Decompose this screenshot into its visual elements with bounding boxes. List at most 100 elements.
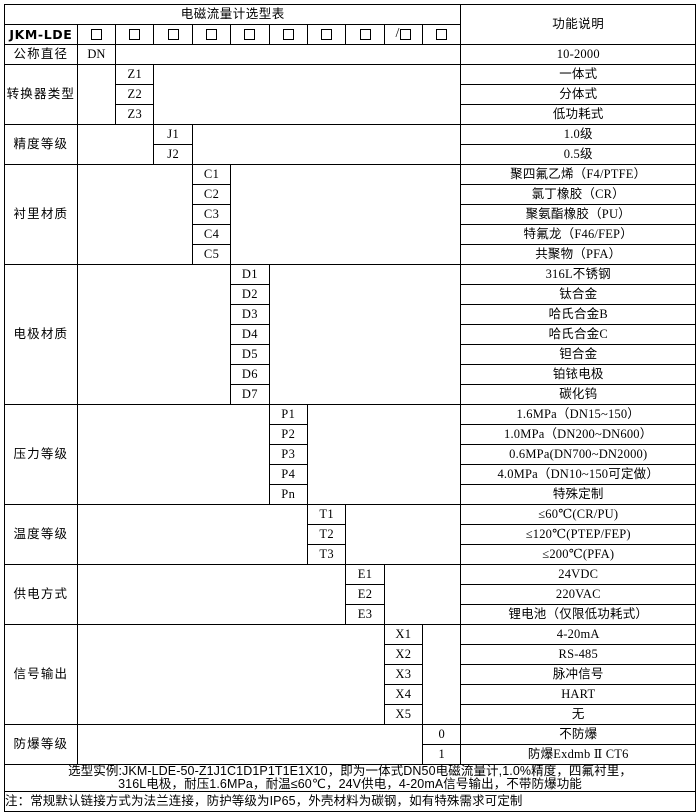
- checkbox-icon: [167, 29, 179, 41]
- checkbox-icon: [282, 29, 294, 41]
- model-checkbox-7[interactable]: [306, 24, 347, 45]
- option-code[interactable]: D7: [230, 384, 270, 405]
- checkbox-icon: [400, 29, 412, 40]
- blank-right-6: [345, 504, 462, 565]
- option-description: 哈氏合金C: [460, 324, 696, 345]
- option-code[interactable]: P4: [268, 464, 308, 485]
- option-code[interactable]: E3: [345, 604, 385, 625]
- option-description: ≤200℃(PFA): [460, 544, 696, 565]
- option-code[interactable]: X5: [383, 704, 424, 725]
- option-code[interactable]: D5: [230, 344, 270, 365]
- option-code[interactable]: D6: [230, 364, 270, 385]
- model-checkbox-8[interactable]: [345, 24, 385, 45]
- table-row: D2 钛合金: [5, 284, 696, 305]
- option-description: 无: [460, 704, 696, 725]
- note-row: 注：常规默认链接方式为法兰连接，防护等级为IP65，外壳材料为碳钢，如有特殊需求…: [4, 791, 696, 812]
- table-row: C2 氯丁橡胶（CR）: [5, 184, 696, 205]
- option-description: 氯丁橡胶（CR）: [460, 184, 696, 205]
- option-description: RS-485: [460, 644, 696, 665]
- model-checkbox-4[interactable]: [191, 24, 232, 45]
- model-checkbox-10[interactable]: [422, 24, 462, 45]
- option-code[interactable]: D3: [230, 304, 270, 325]
- checkbox-icon: [90, 29, 102, 41]
- table-title-row: 电磁流量计选型表 功能说明: [3, 4, 696, 45]
- table-row: D5 钽合金: [5, 344, 696, 365]
- blank-left-2: [76, 124, 155, 165]
- model-checkbox-1[interactable]: [76, 24, 117, 45]
- option-description: 特殊定制: [460, 484, 696, 505]
- blank-left-6: [76, 504, 308, 565]
- option-description: 24VDC: [460, 564, 696, 585]
- model-checkbox-6[interactable]: [268, 24, 308, 45]
- model-checkbox-9[interactable]: /: [383, 24, 424, 45]
- group-label-3: 衬里材质: [4, 164, 78, 265]
- option-code[interactable]: D4: [230, 324, 270, 345]
- option-code[interactable]: P2: [268, 424, 308, 445]
- option-code[interactable]: DN: [76, 44, 117, 65]
- group-label-7: 供电方式: [4, 564, 78, 625]
- option-code[interactable]: T3: [306, 544, 347, 565]
- option-code[interactable]: C5: [191, 244, 232, 265]
- table-row: X5 无: [5, 704, 696, 725]
- option-code[interactable]: 0: [422, 724, 462, 745]
- model-checkbox-2[interactable]: [115, 24, 155, 45]
- option-code[interactable]: Pn: [268, 484, 308, 505]
- checkbox-icon: [244, 29, 256, 41]
- table-row: 防爆等级 0 不防爆: [4, 724, 696, 765]
- option-description: 10-2000: [460, 44, 696, 65]
- option-code[interactable]: X1: [383, 624, 424, 645]
- table-row: 转换器类型 Z1 一体式: [4, 64, 696, 125]
- checkbox-icon: [206, 29, 218, 41]
- model-checkbox-3[interactable]: [153, 24, 193, 45]
- option-description: 防爆Exdmb Ⅱ CT6: [460, 744, 696, 765]
- option-code[interactable]: P3: [268, 444, 308, 465]
- blank-right-1: [153, 64, 462, 125]
- option-description: 特氟龙（F46/FEP）: [460, 224, 696, 245]
- option-description: 哈氏合金B: [460, 304, 696, 325]
- model-checkbox-5[interactable]: [230, 24, 270, 45]
- option-code[interactable]: C2: [191, 184, 232, 205]
- option-code[interactable]: X3: [383, 664, 424, 685]
- blank-right-3: [230, 164, 462, 265]
- option-code[interactable]: T2: [306, 524, 347, 545]
- group-label-6: 温度等级: [4, 504, 78, 565]
- table-row: 公称直径 DN 10-2000: [4, 44, 696, 65]
- option-description: 220VAC: [460, 584, 696, 605]
- option-code[interactable]: X2: [383, 644, 424, 665]
- blank-left-9: [76, 724, 424, 765]
- spec-table: 电磁流量计选型表 功能说明 JKM-LDE / 公称直径 DN 10-2000 转换器…: [3, 4, 696, 812]
- checkbox-icon: [359, 29, 371, 41]
- option-code[interactable]: P1: [268, 404, 308, 425]
- table-row: 衬里材质 C1 聚四氟乙烯（F4/PTFE）: [4, 164, 696, 265]
- page-title: 电磁流量计选型表: [3, 4, 462, 25]
- table-row: D4 哈氏合金C: [5, 324, 696, 345]
- option-description: ≤120℃(PTEP/FEP): [460, 524, 696, 545]
- blank-right-5: [306, 404, 462, 505]
- option-code[interactable]: Z2: [115, 84, 155, 105]
- option-description: 钽合金: [460, 344, 696, 365]
- group-label-1: 转换器类型: [4, 64, 78, 125]
- option-code[interactable]: C3: [191, 204, 232, 225]
- option-description: 钛合金: [460, 284, 696, 305]
- option-code[interactable]: E1: [345, 564, 385, 585]
- option-code[interactable]: X4: [383, 684, 424, 705]
- spec-table-body: 电磁流量计选型表 功能说明 JKM-LDE / 公称直径 DN 10-2000 转换器…: [3, 4, 696, 812]
- group-label-4: 电极材质: [4, 264, 78, 405]
- option-code[interactable]: T1: [306, 504, 347, 525]
- option-code[interactable]: C4: [191, 224, 232, 245]
- option-code[interactable]: 1: [422, 744, 462, 765]
- option-description: 铂铱电极: [460, 364, 696, 385]
- option-code[interactable]: D2: [230, 284, 270, 305]
- option-description: 4-20mA: [460, 624, 696, 645]
- option-code[interactable]: J2: [153, 144, 193, 165]
- option-code[interactable]: Z1: [115, 64, 155, 85]
- option-code[interactable]: Z3: [115, 104, 155, 125]
- option-code[interactable]: C1: [191, 164, 232, 185]
- option-description: 0.6MPa(DN700~DN2000): [460, 444, 696, 465]
- option-code[interactable]: D1: [230, 264, 270, 285]
- option-code[interactable]: J1: [153, 124, 193, 145]
- table-row: 温度等级 T1 ≤60℃(CR/PU): [4, 504, 696, 565]
- blank-left-5: [76, 404, 270, 505]
- option-code[interactable]: E2: [345, 584, 385, 605]
